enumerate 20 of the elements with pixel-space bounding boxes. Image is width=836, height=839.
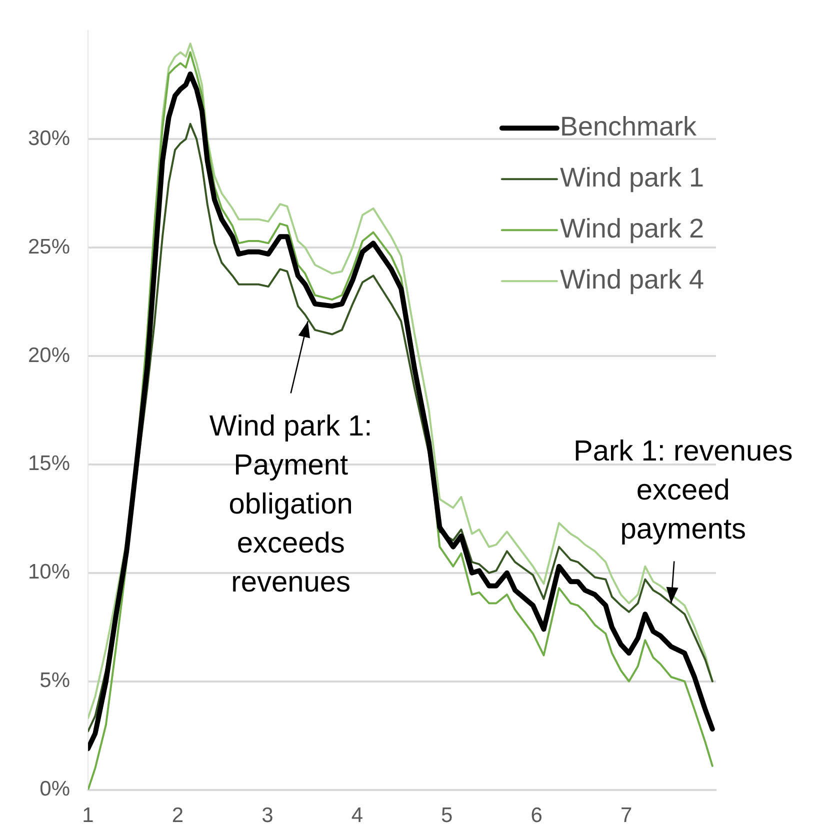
x-tick-label: 2: [172, 804, 184, 828]
annotation: Wind park 1: Payment obligation exceeds revenues: [209, 410, 372, 598]
y-tick-label: 20%: [28, 344, 70, 367]
y-tick-label: 30%: [28, 126, 70, 150]
legend-label: Wind park 4: [560, 264, 704, 295]
y-tick-label: 15%: [28, 452, 70, 476]
legend-label: Benchmark: [560, 112, 697, 142]
y-tick-label: 25%: [28, 235, 70, 258]
x-tick-label: 7: [620, 804, 632, 828]
y-tick-label: 0%: [40, 778, 70, 801]
legend-label: Wind park 2: [560, 214, 704, 244]
x-tick-label: 5: [441, 804, 453, 828]
annotation: Park 1: revenues exceed payments: [574, 435, 793, 546]
x-tick-label: 6: [530, 804, 542, 828]
legend-label: Wind park 1: [560, 162, 704, 193]
y-tick-label: 10%: [28, 560, 70, 584]
x-tick-label: 4: [351, 804, 364, 828]
y-tick-label: 5%: [40, 669, 70, 692]
x-tick-label: 1: [82, 804, 94, 828]
x-tick-label: 3: [262, 804, 274, 828]
